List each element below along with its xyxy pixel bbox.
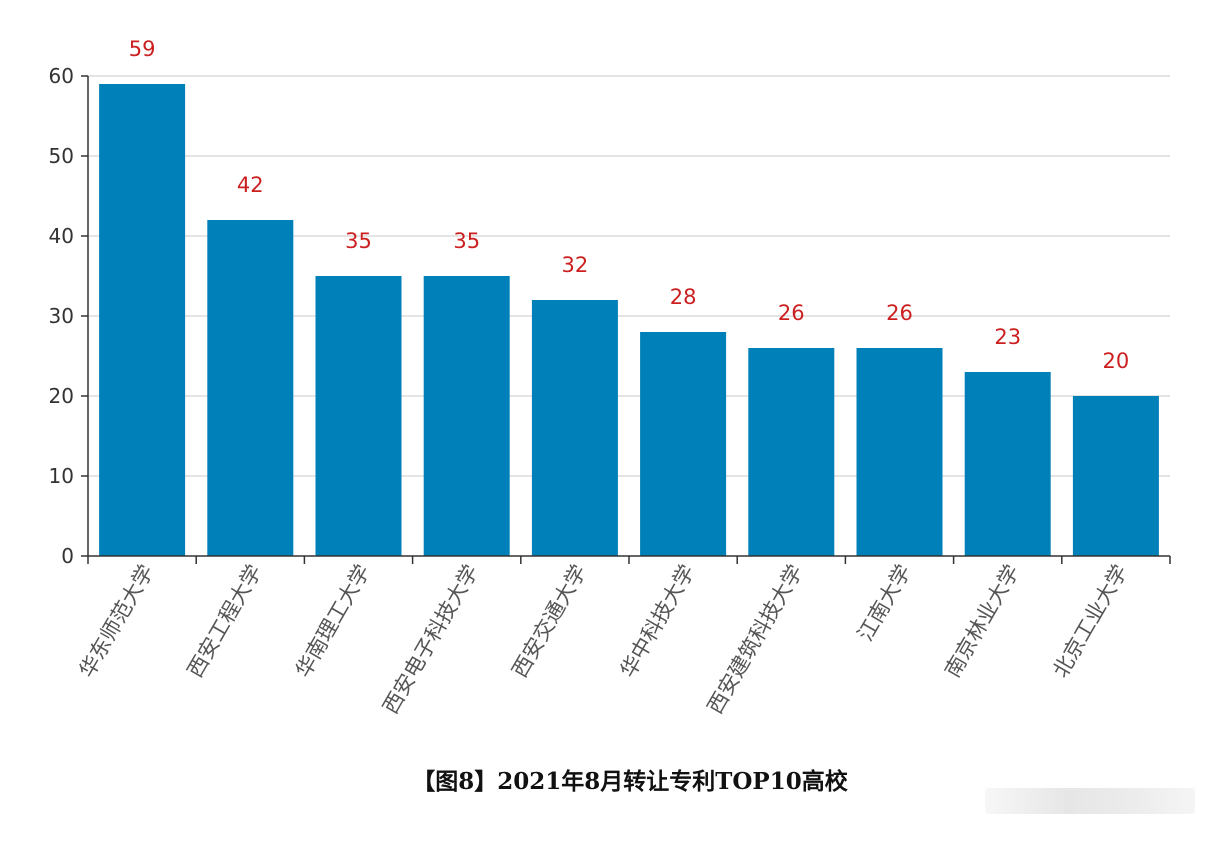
chart-caption: 【图8】2021年8月转让专利TOP10高校 (412, 768, 848, 795)
bar (99, 84, 186, 556)
x-tick-label: 西安工程大学 (183, 561, 267, 682)
data-label: 35 (453, 229, 480, 253)
x-tick-label: 西安电子科技大学 (378, 561, 483, 718)
y-tick-label: 30 (49, 304, 74, 328)
data-label: 28 (670, 285, 697, 309)
bar (531, 300, 618, 556)
bar (964, 372, 1051, 556)
x-tick-label: 西安交通大学 (507, 561, 591, 682)
bar-chart: 0 10 20 30 40 50 60 59 华东师范大学 42 西安工程大学 35 华南理工大学 35 西… (49, 37, 1171, 718)
data-label: 26 (886, 301, 913, 325)
y-tick-label: 50 (49, 144, 74, 168)
y-tick-label: 0 (61, 544, 74, 568)
bar (315, 276, 402, 556)
axes (81, 75, 1171, 564)
data-label: 23 (994, 325, 1021, 349)
data-label: 42 (237, 173, 264, 197)
data-label: 32 (562, 253, 589, 277)
x-tick-label: 南京林业大学 (940, 560, 1024, 681)
bar (856, 348, 943, 556)
x-tick-label: 华中科技大学 (616, 561, 700, 682)
bar (640, 332, 727, 556)
y-tick-label: 40 (49, 224, 74, 248)
x-tick-label: 华东师范大学 (75, 561, 159, 682)
bar (748, 348, 835, 556)
x-tick-label: 江南大学 (853, 561, 916, 646)
y-tick-label: 60 (49, 64, 74, 88)
y-tick-label: 10 (49, 464, 74, 488)
data-label: 59 (129, 37, 156, 61)
bar (423, 276, 510, 556)
bars (99, 84, 1159, 556)
watermark-blur (985, 788, 1195, 814)
data-label: 35 (345, 229, 372, 253)
y-tick-label: 20 (49, 384, 74, 408)
x-tick-label: 北京工业大学 (1048, 561, 1132, 682)
x-tick-label: 西安建筑科技大学 (703, 561, 808, 718)
x-tick-label: 华南理工大学 (291, 561, 375, 682)
data-label: 20 (1103, 349, 1130, 373)
bar (207, 220, 294, 556)
data-label: 26 (778, 301, 805, 325)
bar (1072, 396, 1159, 556)
